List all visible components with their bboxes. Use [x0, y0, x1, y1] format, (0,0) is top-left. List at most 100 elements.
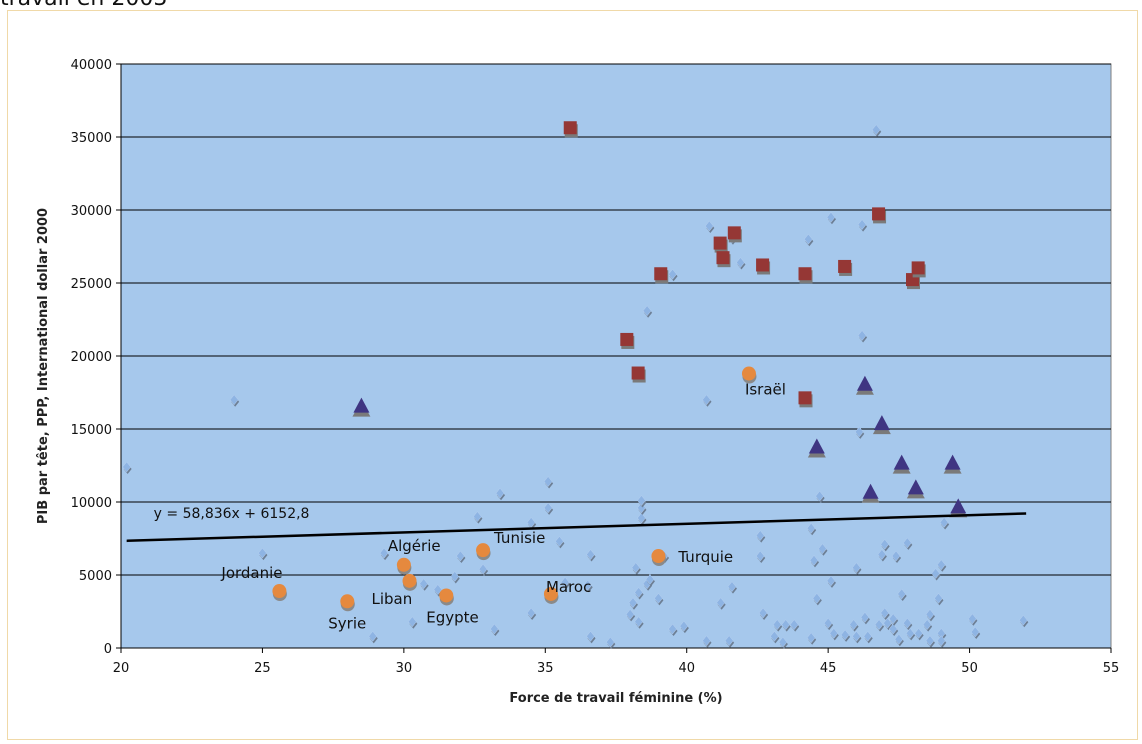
- diamond-point: [628, 597, 638, 609]
- circle-point: [402, 573, 417, 588]
- diamond-point: [586, 630, 595, 642]
- diamond-point: [702, 635, 711, 647]
- data-points: [122, 121, 1029, 650]
- diamond-point: [857, 330, 867, 341]
- diamond-point: [408, 616, 417, 628]
- diamond-point: [806, 522, 816, 534]
- diamond-point: [716, 597, 725, 609]
- diamond-point: [871, 124, 881, 136]
- square-point: [620, 332, 634, 346]
- diamond-point: [450, 571, 460, 582]
- diamond-point: [631, 562, 641, 574]
- diamond-point: [939, 517, 949, 528]
- diamond-point: [473, 511, 482, 523]
- diamond-point: [781, 619, 791, 631]
- diamond-point: [883, 617, 892, 629]
- diamond-point: [705, 220, 714, 232]
- x-tick-label: 45: [820, 661, 837, 676]
- diamond-point: [679, 620, 689, 632]
- diamond-point: [880, 538, 890, 550]
- axes: 0 5000 10000 15000 20000 25000 30000 35000 40000…: [71, 58, 1120, 676]
- diamond-point: [645, 573, 655, 585]
- trendline: [126, 512, 1027, 543]
- diamond-point: [874, 619, 884, 631]
- diamond-point: [888, 613, 898, 625]
- diamond-point: [634, 587, 643, 598]
- circle-point: [396, 557, 411, 572]
- diamond-point: [634, 616, 643, 628]
- diamond-point: [914, 627, 923, 639]
- diamond-point: [560, 576, 570, 588]
- diamond-point: [823, 617, 833, 629]
- x-tick-label: 20: [113, 661, 130, 676]
- diamond-point: [880, 607, 890, 619]
- diamond-point: [122, 461, 131, 473]
- y-tick-label: 5000: [79, 569, 112, 584]
- triangle-point: [808, 438, 825, 454]
- diamond-point: [772, 619, 782, 631]
- diamond-point: [637, 495, 646, 506]
- diamond-point: [755, 530, 765, 541]
- diamond-point: [637, 512, 646, 524]
- diamond-point: [854, 426, 864, 438]
- diamond-point: [379, 547, 389, 559]
- diamond-point: [586, 549, 595, 560]
- diamond-point: [860, 611, 870, 623]
- diamond-point: [857, 219, 867, 231]
- diamond-point: [936, 635, 946, 647]
- diamond-point: [812, 592, 822, 604]
- diamond-point: [877, 549, 887, 560]
- diamond-point: [368, 630, 378, 642]
- circle-point: [543, 586, 558, 601]
- diamond-point: [968, 613, 977, 625]
- diamond-point: [894, 633, 904, 645]
- country-label: Syrie: [328, 614, 366, 632]
- square-point: [727, 226, 741, 240]
- diamond-point: [606, 636, 615, 648]
- triangle-point: [862, 483, 879, 499]
- diamond-point: [456, 550, 465, 562]
- country-label: Egypte: [426, 608, 479, 626]
- country-label: Jordanie: [220, 564, 282, 582]
- diamond-point: [897, 588, 907, 600]
- square-point: [716, 251, 730, 265]
- circle-point: [272, 584, 287, 599]
- diamond-point: [922, 619, 932, 631]
- diamond-point: [905, 627, 915, 639]
- square-point: [631, 366, 645, 380]
- triangle-point: [950, 498, 967, 514]
- triangle-point: [873, 415, 890, 431]
- diamond-point: [642, 305, 652, 317]
- diamond-point: [668, 623, 677, 635]
- circle-point: [651, 549, 666, 564]
- diamond-point: [495, 487, 505, 499]
- x-tick-label: 55: [1103, 661, 1120, 676]
- circle-point: [439, 588, 454, 603]
- triangle-point: [856, 375, 873, 391]
- triangle-point: [907, 479, 924, 495]
- trendline-equation: y = 58,836x + 6152,8: [154, 506, 310, 522]
- circle-point: [476, 543, 491, 558]
- country-label: Tunisie: [493, 529, 545, 547]
- diamond-point: [625, 609, 635, 620]
- diamond-point: [490, 623, 499, 635]
- country-label: Maroc: [546, 578, 591, 596]
- diamond-point: [815, 490, 824, 502]
- square-point: [713, 236, 727, 250]
- diamond-point: [804, 233, 813, 245]
- diamond-point: [829, 627, 839, 639]
- diamond-point: [526, 607, 536, 619]
- diamond-point: [419, 578, 428, 590]
- square-point: [872, 207, 886, 221]
- diamond-point: [583, 579, 593, 591]
- y-tick-label: 15000: [71, 423, 112, 438]
- diamond-point: [809, 554, 819, 566]
- country-label: Liban: [372, 590, 413, 608]
- square-point: [911, 261, 925, 275]
- triangle-point: [893, 454, 910, 470]
- y-tick-label: 40000: [71, 58, 112, 73]
- triangle-point: [353, 397, 370, 413]
- diamond-point: [433, 584, 443, 596]
- diamond-point: [925, 609, 935, 620]
- diamond-point: [934, 592, 943, 604]
